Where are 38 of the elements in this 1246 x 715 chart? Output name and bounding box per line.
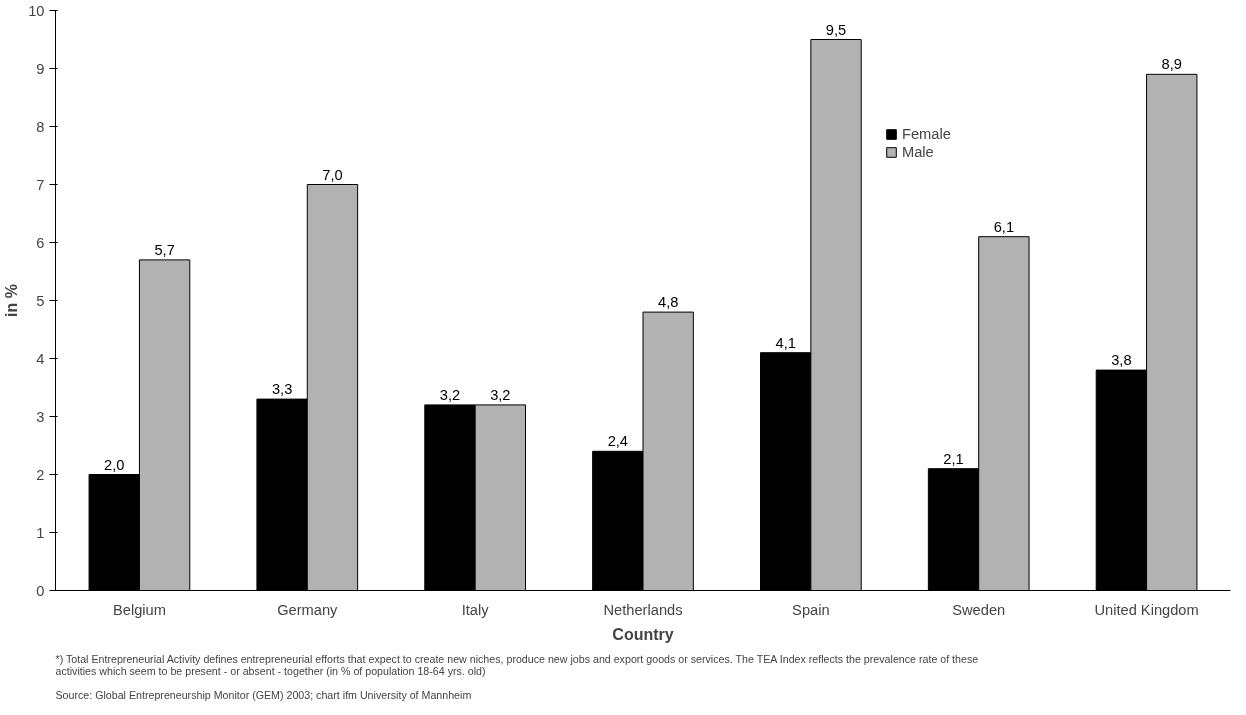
text: *) Total Entrepreneurial Activity defines entrepreneurial efforts that expect to create new niches, produce new jobs and export goods or services. The TEA Index reflects the prevalence rate of these activities which seem to be present - or absent - together (in % of population 18-64 yrs. old) <box>55 652 979 677</box>
y-tick-label: 7 <box>36 176 45 193</box>
x-tick-label: Spain <box>792 601 830 618</box>
data-label: 8,9 <box>1161 56 1182 73</box>
data-label: 3,8 <box>1111 352 1132 369</box>
data-label: 3,2 <box>439 386 461 403</box>
y-tick-label: 10 <box>28 2 45 19</box>
y-tick-label: 8 <box>36 118 45 135</box>
y-tick-label: 0 <box>36 582 45 599</box>
data-label: 2,4 <box>607 433 629 450</box>
y-tick-label: 9 <box>36 60 45 77</box>
y-tick-label: 4 <box>36 350 45 367</box>
data-label: 4,1 <box>775 334 796 351</box>
data-label: 2,0 <box>104 456 125 473</box>
x-tick-label: United Kingdom <box>1094 601 1199 618</box>
x-tick-label: Sweden <box>952 601 1006 618</box>
data-label: 3,2 <box>490 386 511 403</box>
y-tick-label: 1 <box>36 524 45 541</box>
y-tick-label: 6 <box>36 234 45 251</box>
data-label: 6,1 <box>993 218 1015 235</box>
legend-label: Male <box>902 144 934 160</box>
source-note: Source: Global Entrepreneurship Monitor (GEM) 2003; chart ifm University of Mannheim <box>55 688 472 701</box>
y-tick-label: 2 <box>36 466 45 483</box>
x-tick-label: Belgium <box>112 601 166 618</box>
data-label: 7,0 <box>322 166 343 183</box>
y-tick-label: 5 <box>36 292 45 309</box>
y-tick-label: 3 <box>36 408 45 425</box>
data-label: 9,5 <box>825 21 847 38</box>
x-tick-label: Italy <box>461 601 490 618</box>
x-tick-label: Germany <box>277 601 339 618</box>
x-tick-label: Netherlands <box>603 601 683 618</box>
data-label: 4,8 <box>657 294 679 311</box>
data-label: 3,3 <box>271 381 293 398</box>
data-label: 5,7 <box>154 241 175 258</box>
legend-label: Female <box>902 126 951 142</box>
data-label: 2,1 <box>943 450 964 467</box>
x-axis-title: Country <box>612 625 674 643</box>
y-axis-title: in % <box>3 284 21 317</box>
